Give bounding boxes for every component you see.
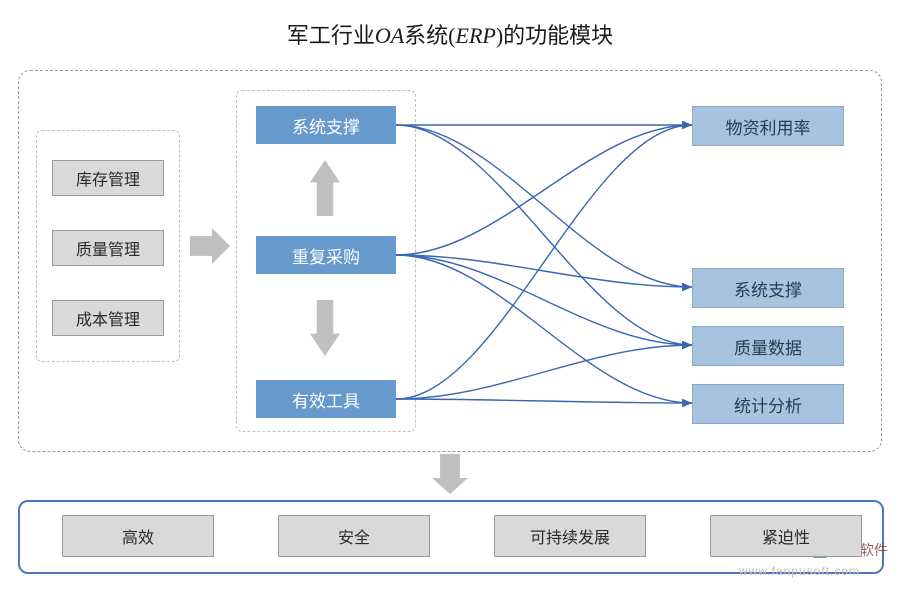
title-italic2: ERP (456, 23, 496, 48)
mid-box-m1: 系统支撑 (256, 106, 396, 144)
mid-box-m3: 有效工具 (256, 380, 396, 418)
bottom-box-0: 高效 (62, 515, 214, 557)
bottom-box-3: 紧迫性 (710, 515, 862, 557)
right-box-r1: 物资利用率 (692, 106, 844, 146)
arrow-down-icon (432, 454, 468, 494)
right-box-r4: 统计分析 (692, 384, 844, 424)
bottom-box-2: 可持续发展 (494, 515, 646, 557)
title-italic1: OA (375, 23, 404, 48)
bottom-box-1: 安全 (278, 515, 430, 557)
watermark-url: www.fanpusoft.com (739, 564, 860, 578)
title-prefix: 军工行业 (287, 23, 375, 48)
right-box-r2: 系统支撑 (692, 268, 844, 308)
left-box-0: 库存管理 (52, 160, 164, 196)
mid-box-m2: 重复采购 (256, 236, 396, 274)
title-suffix: )的功能模块 (496, 23, 613, 48)
right-box-r3: 质量数据 (692, 326, 844, 366)
left-box-1: 质量管理 (52, 230, 164, 266)
left-box-2: 成本管理 (52, 300, 164, 336)
page-title: 军工行业OA系统(ERP)的功能模块 (0, 0, 900, 60)
title-mid: 系统( (404, 23, 455, 48)
